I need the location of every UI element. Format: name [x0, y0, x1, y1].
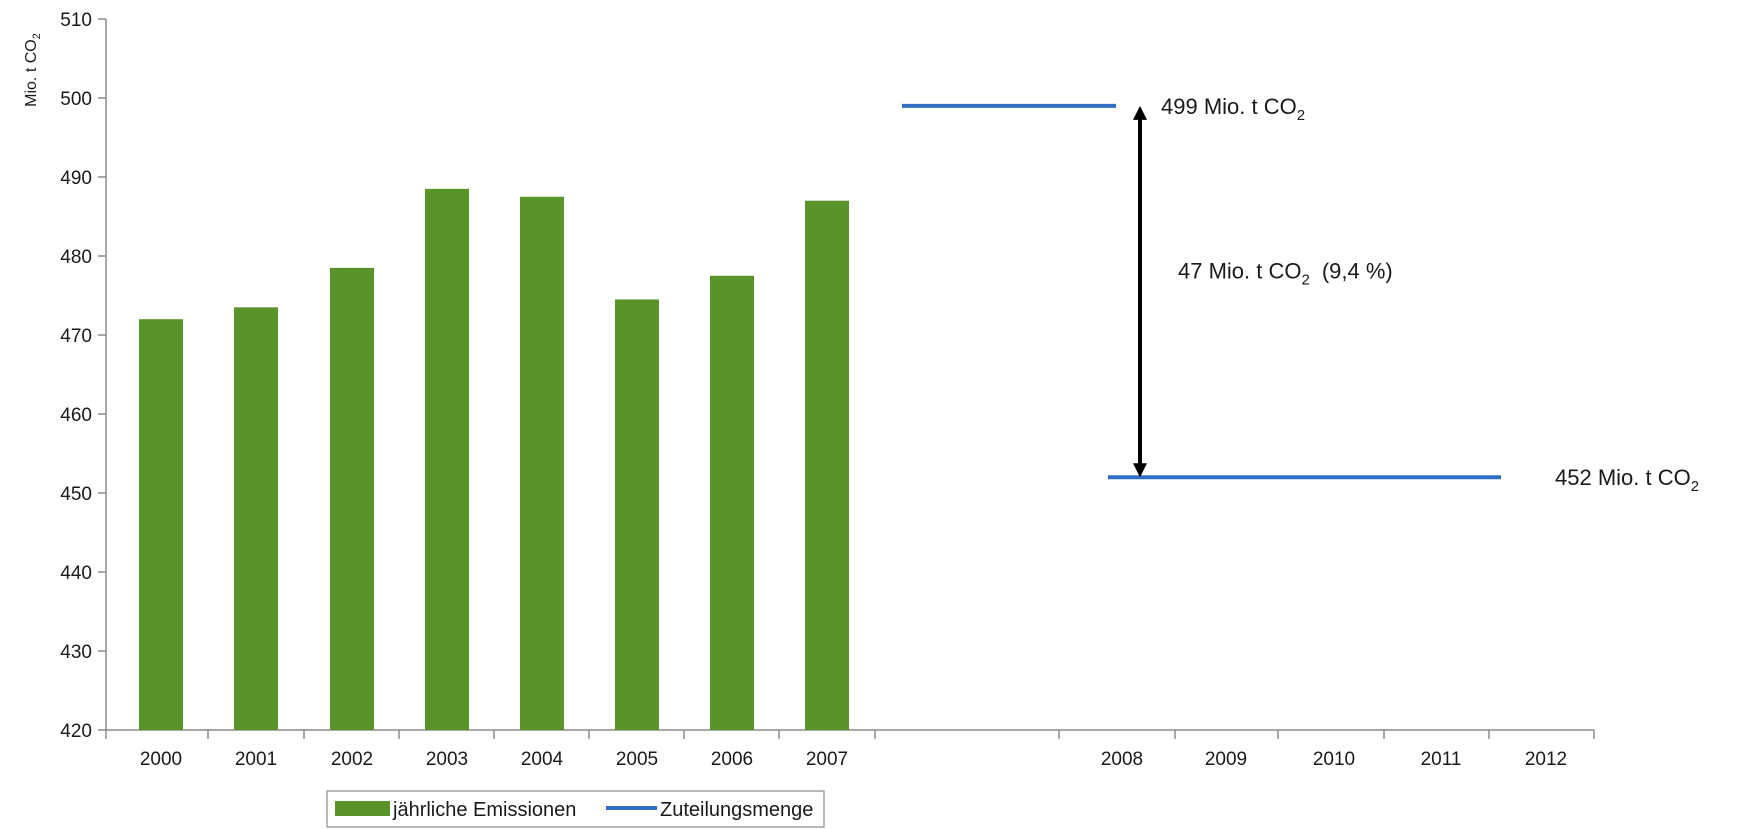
y-tick-label: 450	[60, 484, 92, 505]
x-axis: 2000 2001 2002 2003 2004 2005 2006 2007 2008 2009…	[105, 729, 1595, 770]
y-tick-label: 470	[60, 326, 92, 347]
annotation-difference: 47 Mio. t CO2 (9,4 %)	[1178, 259, 1393, 289]
x-tick-label: 2005	[616, 749, 658, 770]
x-tick-label: 2007	[806, 749, 848, 770]
bar	[330, 267, 374, 730]
annotation-bottom-value: 452 Mio. t CO2	[1555, 465, 1699, 495]
difference-arrow-head-up	[1133, 105, 1147, 120]
x-tick-label: 2002	[331, 749, 373, 770]
x-tick-label: 2001	[235, 749, 277, 770]
x-tick-label: 2012	[1525, 749, 1567, 770]
annotations: 499 Mio. t CO2 452 Mio. t CO2 47 Mio. t CO…	[1133, 94, 1699, 495]
y-tick-label: 480	[60, 247, 92, 268]
y-tick-label: 440	[60, 563, 92, 584]
annotation-top-value: 499 Mio. t CO2	[1161, 94, 1305, 124]
legend-label-allocation: Zuteilungsmenge	[660, 799, 813, 821]
x-tick-label: 2011	[1421, 749, 1462, 770]
bar	[139, 319, 183, 730]
legend-label-emissions: jährliche Emissionen	[392, 799, 576, 821]
difference-arrow-head-down	[1133, 463, 1147, 478]
y-tick-label: 510	[60, 10, 92, 31]
legend-swatch-emissions	[335, 801, 390, 816]
bar	[234, 307, 278, 730]
y-tick-label: 430	[60, 642, 92, 663]
y-tick-label: 500	[60, 89, 92, 110]
x-tick-label: 2003	[426, 749, 468, 770]
y-axis: 420 430 440 450 460 470 480 490 500 510	[60, 10, 107, 742]
y-tick-label: 490	[60, 168, 92, 189]
y-tick-label: 420	[60, 721, 92, 742]
x-tick-label: 2008	[1101, 749, 1143, 770]
allocation-line-series	[902, 103, 1501, 480]
bar	[710, 275, 754, 730]
x-tick-label: 2009	[1205, 749, 1247, 770]
x-tick-label: 2004	[521, 749, 564, 770]
y-tick-label: 460	[60, 405, 92, 426]
legend: jährliche Emissionen Zuteilungsmenge	[326, 790, 825, 828]
bar	[520, 196, 564, 730]
x-tick-label: 2006	[711, 749, 753, 770]
bar-series	[139, 188, 849, 731]
x-tick-label: 2010	[1313, 749, 1355, 770]
bar	[425, 188, 469, 731]
y-axis-label: Mio. t CO2	[23, 33, 43, 107]
x-tick-label: 2000	[140, 749, 182, 770]
bar	[805, 200, 849, 730]
legend-box	[326, 790, 825, 828]
bar	[615, 299, 659, 730]
